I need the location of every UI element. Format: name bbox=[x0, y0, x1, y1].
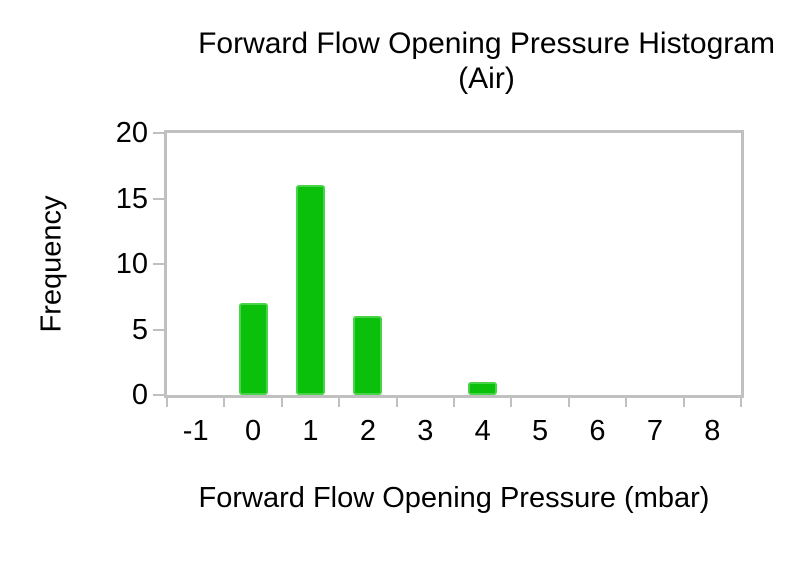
x-tick-mark bbox=[740, 396, 742, 407]
x-tick-label: 1 bbox=[302, 415, 319, 447]
y-tick-mark bbox=[153, 263, 166, 265]
x-tick-mark bbox=[453, 396, 455, 407]
chart-title-line2: (Air) bbox=[458, 62, 515, 95]
x-tick-label: 6 bbox=[589, 415, 606, 447]
x-tick-mark bbox=[625, 396, 628, 407]
y-tick-mark bbox=[153, 132, 166, 134]
x-tick-label: -1 bbox=[182, 415, 209, 447]
y-tick-mark bbox=[153, 197, 166, 200]
chart-title-line1: Forward Flow Opening Pressure Histogram bbox=[198, 27, 775, 60]
x-tick-label: 5 bbox=[532, 415, 549, 447]
chart-title: Forward Flow Opening Pressure Histogram … bbox=[167, 26, 806, 96]
x-tick-mark bbox=[280, 396, 283, 407]
x-tick-mark bbox=[567, 396, 570, 407]
x-tick-mark bbox=[338, 396, 341, 407]
x-tick-mark bbox=[510, 396, 513, 407]
x-tick-mark bbox=[223, 396, 226, 407]
x-tick-label: 3 bbox=[417, 415, 434, 447]
y-tick-label: 10 bbox=[115, 248, 148, 280]
bar-category-0 bbox=[238, 303, 268, 395]
y-tick-label: 15 bbox=[115, 182, 148, 215]
x-tick-label: 2 bbox=[359, 415, 376, 447]
bar-category-4 bbox=[468, 381, 498, 395]
x-tick-label: 7 bbox=[646, 415, 663, 447]
y-tick-label: 5 bbox=[131, 313, 148, 346]
bar-category-1 bbox=[296, 185, 325, 395]
x-tick-label: 0 bbox=[245, 415, 262, 447]
y-tick-label: 0 bbox=[131, 379, 148, 411]
x-tick-mark bbox=[395, 396, 398, 407]
y-tick-label: 20 bbox=[115, 117, 148, 149]
x-tick-mark bbox=[682, 396, 685, 407]
x-axis-title: Forward Flow Opening Pressure (mbar) bbox=[198, 482, 710, 514]
y-tick-mark bbox=[153, 328, 166, 331]
x-tick-label: 8 bbox=[704, 415, 721, 447]
y-tick-mark bbox=[153, 394, 166, 396]
x-tick-label: 4 bbox=[474, 415, 491, 447]
x-tick-mark bbox=[166, 396, 168, 407]
bar-category-2 bbox=[353, 316, 383, 395]
